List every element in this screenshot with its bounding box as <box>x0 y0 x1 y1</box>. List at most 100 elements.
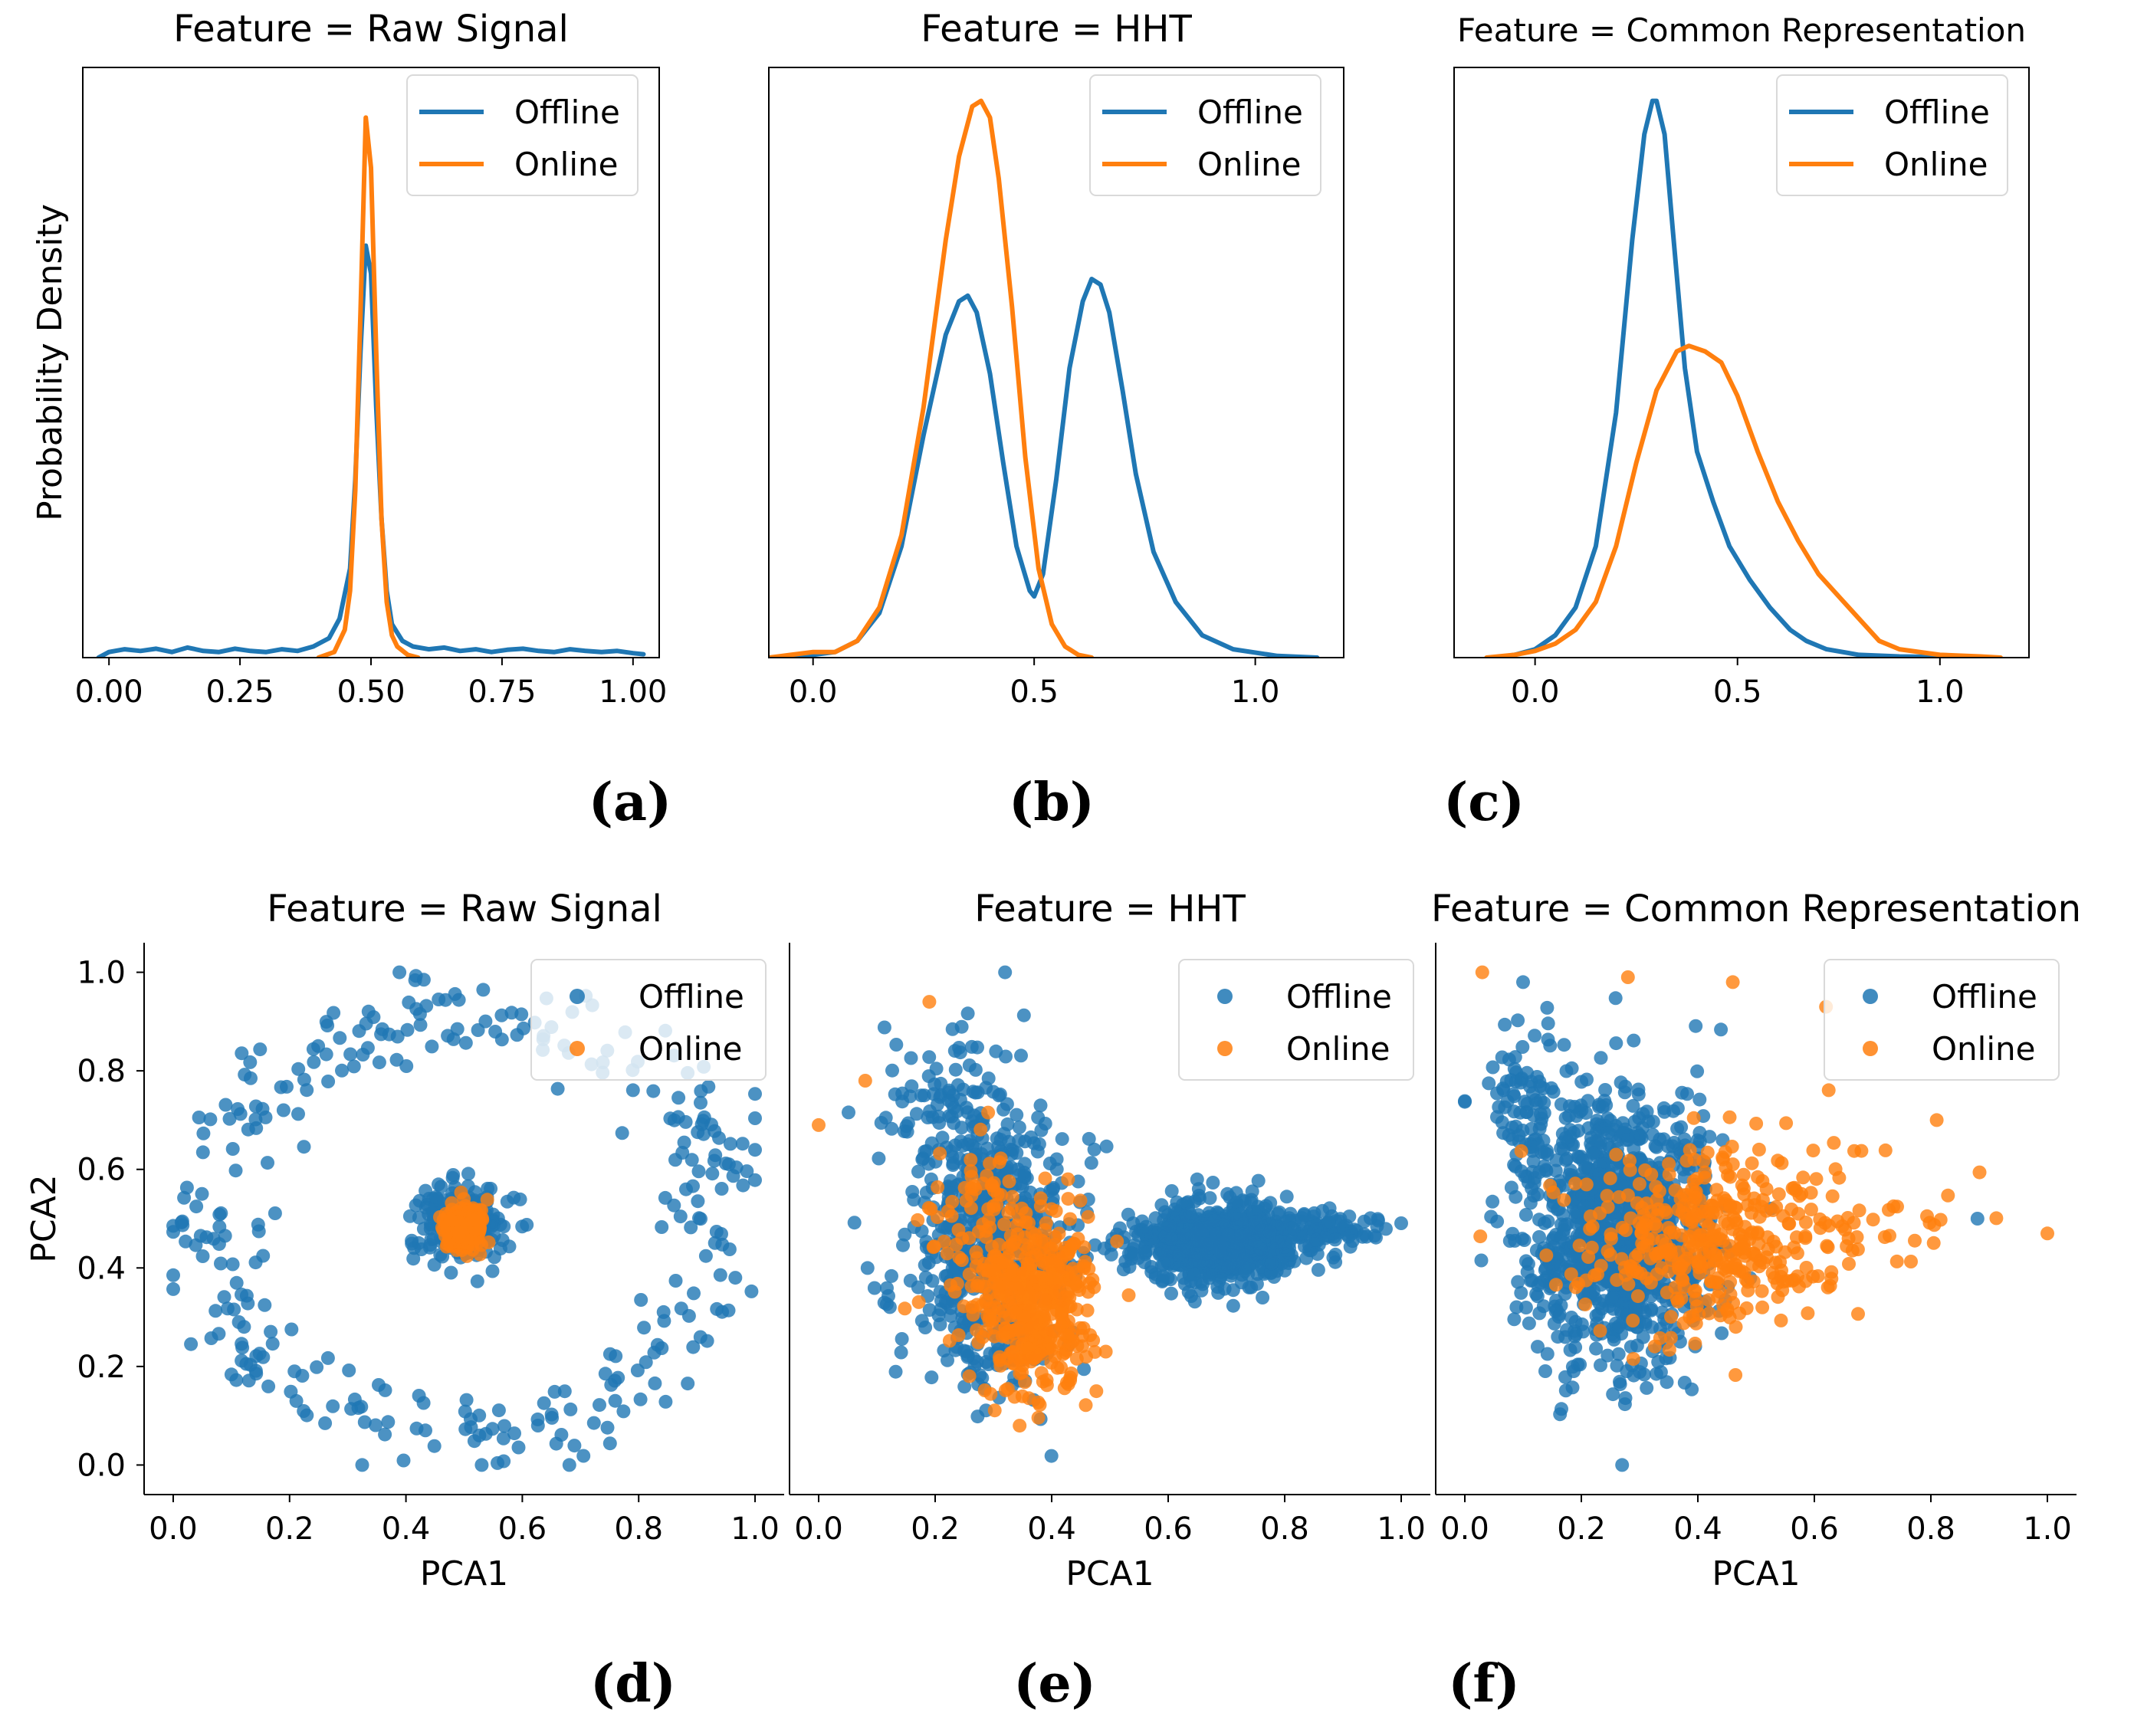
scatter-point-online <box>460 1249 474 1263</box>
scatter-point-online <box>962 1369 977 1383</box>
x-tick-label: 0.8 <box>614 1511 663 1547</box>
scatter-point-offline <box>1496 1083 1511 1098</box>
scatter-point-online <box>1686 1111 1701 1125</box>
chart-title: Feature = Common Representation <box>1431 888 2081 930</box>
scatter-point-online <box>1649 1180 1663 1194</box>
x-tick-label: 0.0 <box>1511 674 1560 710</box>
scatter-point-offline <box>1271 1206 1285 1221</box>
scatter-point-online <box>941 1204 955 1219</box>
scatter-point-online <box>973 1122 988 1137</box>
legend-label-offline: Offline <box>1197 94 1303 131</box>
scatter-point-offline <box>1538 1364 1552 1378</box>
x-tick-label: 0.0 <box>149 1511 198 1547</box>
scatter-point-offline <box>728 1271 743 1285</box>
plot-area <box>1484 98 2003 658</box>
scatter-point-offline <box>1558 1287 1572 1301</box>
scatter-point-online <box>1689 1299 1704 1314</box>
scatter-point-offline <box>1044 1449 1059 1463</box>
scatter-point-offline <box>684 1220 698 1235</box>
scatter-point-offline <box>1562 1108 1576 1123</box>
scatter-point-offline <box>1345 1234 1360 1249</box>
scatter-point-offline <box>445 1170 460 1185</box>
scatter-point-online <box>1720 1260 1735 1275</box>
scatter-point-online <box>1000 1325 1014 1340</box>
scatter-point-offline <box>1613 1377 1627 1392</box>
scatter-point-online <box>987 1329 1002 1344</box>
scatter-point-offline <box>1631 1082 1646 1097</box>
scatter-point-online <box>1626 1352 1640 1366</box>
scatter-point-online <box>1729 1368 1743 1382</box>
scatter-point-online <box>1687 1209 1702 1223</box>
scatter-point-offline <box>276 1103 291 1117</box>
scatter-point-offline <box>1532 1306 1547 1321</box>
scatter-point-offline <box>1541 1016 1555 1031</box>
scatter-point-online <box>1799 1261 1814 1275</box>
y-axis-label: Probability Density <box>31 204 70 521</box>
scatter-point-offline <box>1223 1190 1237 1205</box>
scatter-point-offline <box>562 1458 576 1472</box>
scatter-point-online <box>1989 1211 2004 1226</box>
scatter-point-online <box>1061 1172 1075 1186</box>
scatter-point-online <box>1593 1324 1607 1338</box>
scatter-point-offline <box>1589 1341 1604 1356</box>
scatter-point-offline <box>396 1453 411 1468</box>
scatter-point-online <box>1798 1229 1813 1243</box>
scatter-point-online <box>1055 1310 1069 1324</box>
scatter-point-offline <box>1579 1106 1593 1121</box>
scatter-point-online <box>1004 1281 1018 1296</box>
scatter-point-online <box>1702 1306 1716 1321</box>
scatter-point-online <box>1020 1256 1035 1271</box>
scatter-point-offline <box>307 1055 321 1069</box>
scatter-point-offline <box>1529 1287 1544 1301</box>
scatter-point-offline <box>894 1345 908 1360</box>
scatter-point-offline <box>708 1124 722 1138</box>
scatter-point-online <box>1785 1181 1800 1196</box>
scatter-point-offline <box>630 1364 645 1377</box>
scatter-point-offline <box>1670 1121 1685 1136</box>
scatter-point-offline <box>707 1154 721 1168</box>
legend-label-offline: Offline <box>514 94 620 131</box>
scatter-point-offline <box>520 1218 534 1232</box>
scatter-point-offline <box>615 1126 629 1140</box>
scatter-point-offline <box>847 1216 862 1230</box>
scatter-point-offline <box>880 1297 894 1311</box>
scatter-point-offline <box>1637 1367 1651 1382</box>
scatter-point-offline <box>1126 1216 1141 1231</box>
scatter-point-offline <box>1012 1120 1026 1134</box>
scatter-point-offline <box>1315 1203 1330 1218</box>
scatter-point-online <box>1821 1083 1836 1098</box>
scatter-point-offline <box>320 1350 335 1365</box>
scatter-point-online <box>1564 1267 1578 1281</box>
scatter-point-online <box>968 1182 983 1196</box>
scatter-point-online <box>1701 1219 1715 1233</box>
legend-label-online: Online <box>1932 1030 2035 1068</box>
scatter-point-offline <box>511 1440 526 1455</box>
scatter-point-offline <box>1164 1184 1179 1198</box>
scatter-point-offline <box>685 1153 699 1167</box>
scatter-point-offline <box>1555 1402 1568 1416</box>
scatter-point-offline <box>406 1252 421 1266</box>
scatter-point-offline <box>1558 1218 1572 1232</box>
scatter-point-offline <box>1526 1108 1541 1123</box>
scatter-point-offline <box>549 1436 563 1451</box>
scatter-point-offline <box>678 1114 693 1129</box>
scatter-point-offline <box>1677 1132 1692 1147</box>
scatter-point-offline <box>998 965 1013 980</box>
scatter-point-offline <box>256 1350 271 1364</box>
scatter-point-offline <box>895 1094 910 1109</box>
scatter-point-online <box>933 1147 947 1161</box>
scatter-point-online <box>970 1251 984 1265</box>
scatter-point-offline <box>481 1181 495 1196</box>
scatter-point-online <box>1075 1328 1089 1343</box>
scatter-point-offline <box>1560 1151 1574 1166</box>
scatter-point-offline <box>1541 1032 1555 1047</box>
scatter-point-offline <box>1614 1306 1629 1321</box>
legend-marker-offline <box>1217 989 1233 1004</box>
scatter-point-offline <box>264 1324 278 1339</box>
scatter-point-offline <box>842 1105 855 1120</box>
x-tick-label: 1.00 <box>599 674 667 710</box>
scatter-point-online <box>1806 1144 1820 1158</box>
x-tick-label: 0.2 <box>265 1511 314 1547</box>
